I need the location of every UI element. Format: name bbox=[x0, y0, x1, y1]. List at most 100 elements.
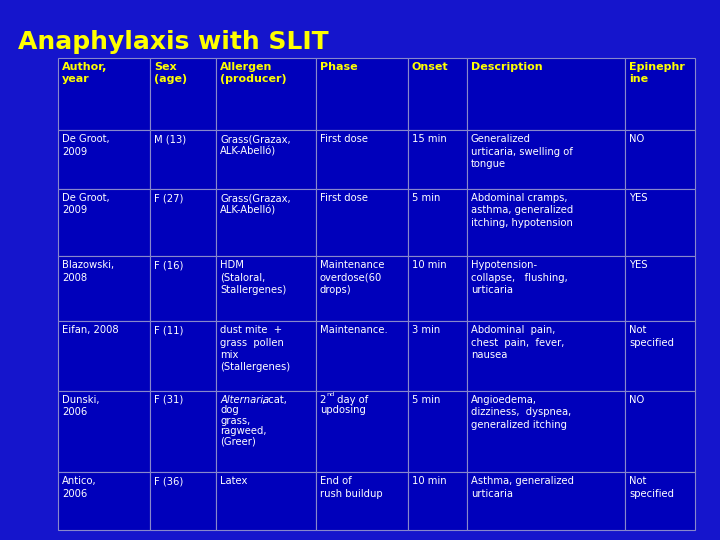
Text: De Groot,
2009: De Groot, 2009 bbox=[62, 134, 109, 157]
Text: Grass(Grazax,
ALK-Abelló): Grass(Grazax, ALK-Abelló) bbox=[220, 193, 291, 215]
Bar bbox=[408, 472, 467, 530]
Text: Latex: Latex bbox=[220, 476, 248, 486]
Bar bbox=[625, 130, 695, 189]
Bar bbox=[216, 130, 316, 189]
Text: Description: Description bbox=[471, 62, 542, 72]
Bar bbox=[467, 189, 625, 256]
Text: , cat,: , cat, bbox=[262, 395, 287, 405]
Text: End of
rush buildup: End of rush buildup bbox=[320, 476, 382, 498]
Text: Onset: Onset bbox=[412, 62, 449, 72]
Text: Angioedema,
dizziness,  dyspnea,
generalized itching: Angioedema, dizziness, dyspnea, generali… bbox=[471, 395, 571, 430]
Text: Epinephr
ine: Epinephr ine bbox=[629, 62, 685, 84]
Bar bbox=[316, 58, 408, 130]
Text: First dose: First dose bbox=[320, 193, 368, 203]
Text: Phase: Phase bbox=[320, 62, 357, 72]
Text: F (27): F (27) bbox=[154, 193, 184, 203]
Text: Dunski,
2006: Dunski, 2006 bbox=[62, 395, 99, 417]
Bar bbox=[408, 130, 467, 189]
Bar bbox=[150, 256, 216, 321]
Text: Author,
year: Author, year bbox=[62, 62, 107, 84]
Bar bbox=[216, 391, 316, 472]
Text: dust mite  +
grass  pollen
mix
(Stallergenes): dust mite + grass pollen mix (Stallergen… bbox=[220, 325, 290, 373]
Bar bbox=[316, 391, 408, 472]
Text: First dose: First dose bbox=[320, 134, 368, 144]
Text: Eifan, 2008: Eifan, 2008 bbox=[62, 325, 119, 335]
Bar bbox=[150, 130, 216, 189]
Bar bbox=[625, 391, 695, 472]
Bar bbox=[150, 321, 216, 391]
Bar bbox=[467, 256, 625, 321]
Text: Alternaria: Alternaria bbox=[220, 395, 269, 405]
Text: 15 min: 15 min bbox=[412, 134, 446, 144]
Text: De Groot,
2009: De Groot, 2009 bbox=[62, 193, 109, 215]
Text: Allergen
(producer): Allergen (producer) bbox=[220, 62, 287, 84]
Bar bbox=[316, 321, 408, 391]
Bar bbox=[467, 321, 625, 391]
Bar bbox=[316, 472, 408, 530]
Bar bbox=[408, 321, 467, 391]
Bar bbox=[58, 130, 150, 189]
Bar bbox=[58, 321, 150, 391]
Text: Hypotension-
collapse,   flushing,
urticaria: Hypotension- collapse, flushing, urticar… bbox=[471, 260, 567, 295]
Text: Asthma, generalized
urticaria: Asthma, generalized urticaria bbox=[471, 476, 574, 498]
Bar bbox=[625, 256, 695, 321]
Bar bbox=[408, 256, 467, 321]
Bar bbox=[216, 472, 316, 530]
Bar bbox=[625, 472, 695, 530]
Bar bbox=[625, 321, 695, 391]
Bar bbox=[216, 321, 316, 391]
Bar bbox=[316, 256, 408, 321]
Text: HDM
(Staloral,
Stallergenes): HDM (Staloral, Stallergenes) bbox=[220, 260, 287, 295]
Text: F (16): F (16) bbox=[154, 260, 184, 271]
Text: day of: day of bbox=[334, 395, 368, 405]
Bar bbox=[467, 130, 625, 189]
Bar bbox=[467, 58, 625, 130]
Text: Generalized
urticaria, swelling of
tongue: Generalized urticaria, swelling of tongu… bbox=[471, 134, 572, 169]
Text: NO: NO bbox=[629, 134, 644, 144]
Bar bbox=[58, 189, 150, 256]
Text: F (36): F (36) bbox=[154, 476, 184, 486]
Bar bbox=[316, 189, 408, 256]
Text: Grass(Grazax,
ALK-Abelló): Grass(Grazax, ALK-Abelló) bbox=[220, 134, 291, 157]
Text: nd: nd bbox=[326, 392, 335, 397]
Bar bbox=[150, 58, 216, 130]
Bar bbox=[58, 256, 150, 321]
Bar bbox=[216, 256, 316, 321]
Text: F (11): F (11) bbox=[154, 325, 184, 335]
Text: Abdominal cramps,
asthma, generalized
itching, hypotension: Abdominal cramps, asthma, generalized it… bbox=[471, 193, 573, 228]
Text: updosing: updosing bbox=[320, 406, 366, 415]
Text: YES: YES bbox=[629, 260, 647, 271]
Bar bbox=[58, 391, 150, 472]
Text: Not
specified: Not specified bbox=[629, 325, 674, 348]
Text: Maintenance.: Maintenance. bbox=[320, 325, 387, 335]
Bar bbox=[58, 58, 150, 130]
Bar bbox=[408, 58, 467, 130]
Text: Anaphylaxis with SLIT: Anaphylaxis with SLIT bbox=[18, 30, 328, 54]
Bar bbox=[467, 472, 625, 530]
Bar bbox=[467, 391, 625, 472]
Bar bbox=[216, 58, 316, 130]
Bar bbox=[150, 391, 216, 472]
Text: YES: YES bbox=[629, 193, 647, 203]
Text: grass,: grass, bbox=[220, 416, 251, 426]
Text: 3 min: 3 min bbox=[412, 325, 440, 335]
Bar bbox=[625, 58, 695, 130]
Bar bbox=[625, 189, 695, 256]
Bar bbox=[150, 189, 216, 256]
Text: 10 min: 10 min bbox=[412, 260, 446, 271]
Bar bbox=[316, 130, 408, 189]
Text: Blazowski,
2008: Blazowski, 2008 bbox=[62, 260, 114, 283]
Text: Antico,
2006: Antico, 2006 bbox=[62, 476, 96, 498]
Text: ragweed,: ragweed, bbox=[220, 426, 267, 436]
Text: dog: dog bbox=[220, 406, 239, 415]
Text: Maintenance
overdose(60
drops): Maintenance overdose(60 drops) bbox=[320, 260, 384, 295]
Bar bbox=[216, 189, 316, 256]
Text: 10 min: 10 min bbox=[412, 476, 446, 486]
Bar bbox=[408, 391, 467, 472]
Text: (Greer): (Greer) bbox=[220, 437, 256, 447]
Text: 5 min: 5 min bbox=[412, 193, 440, 203]
Bar bbox=[58, 472, 150, 530]
Text: F (31): F (31) bbox=[154, 395, 184, 405]
Text: Abdominal  pain,
chest  pain,  fever,
nausea: Abdominal pain, chest pain, fever, nause… bbox=[471, 325, 564, 360]
Text: 5 min: 5 min bbox=[412, 395, 440, 405]
